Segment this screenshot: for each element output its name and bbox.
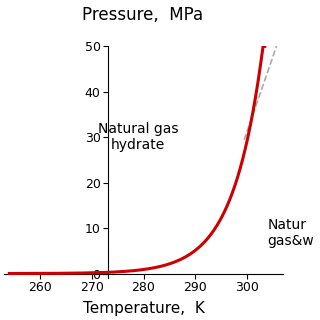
- X-axis label: Temperature,  K: Temperature, K: [83, 301, 204, 316]
- Text: Pressure,  MPa: Pressure, MPa: [82, 6, 204, 24]
- Text: Natur
gas&w: Natur gas&w: [268, 218, 314, 248]
- Text: Natural gas
hydrate: Natural gas hydrate: [98, 122, 179, 152]
